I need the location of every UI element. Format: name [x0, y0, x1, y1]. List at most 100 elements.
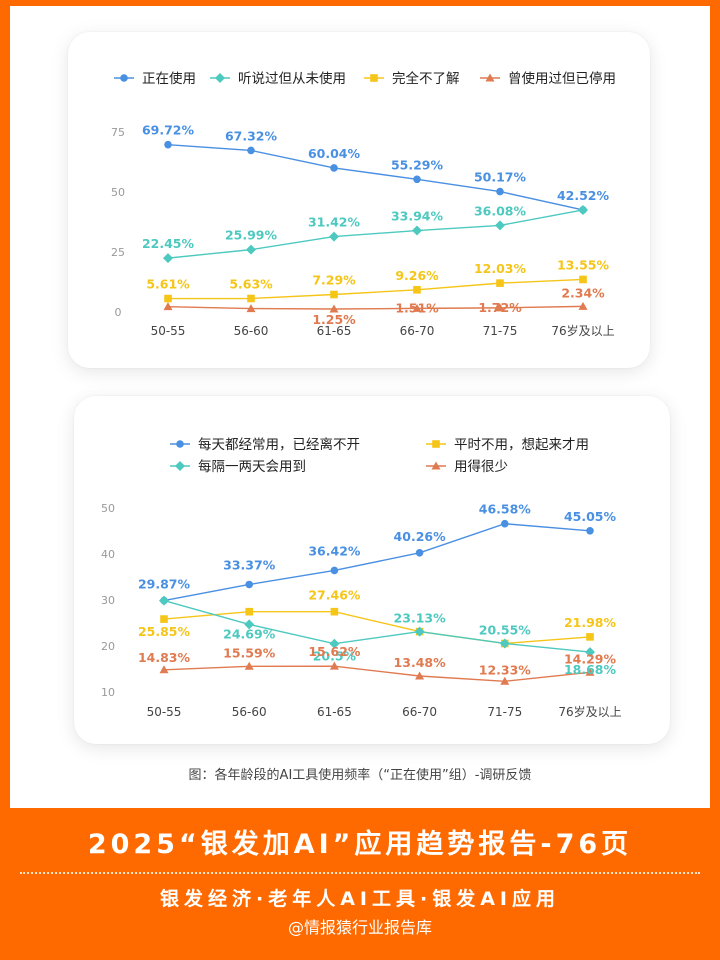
series-line — [163, 599, 591, 653]
y-tick-label: 50 — [111, 186, 125, 199]
data-point — [412, 303, 422, 312]
data-label: 27.46% — [308, 588, 361, 603]
data-point — [495, 220, 505, 231]
data-point — [329, 661, 339, 670]
data-point — [329, 638, 340, 649]
data-label: 18.68% — [564, 662, 617, 677]
series-line — [167, 305, 584, 310]
data-point — [412, 225, 422, 236]
legend-label: 正在使用 — [142, 70, 196, 87]
data-label: 42.52% — [557, 188, 610, 203]
data-point — [496, 279, 504, 287]
data-point — [499, 638, 510, 649]
data-label: 67.32% — [225, 128, 278, 143]
data-point — [329, 231, 339, 242]
chart-card-usage-frequency: 每天都经常用，已经离不开 平时不用，想起来才用 每隔一两天会用到 用得很少 10 20 30… — [74, 396, 670, 744]
data-point — [245, 607, 253, 616]
data-label: 33.37% — [223, 557, 276, 572]
chart-card-usage-status: 正在使用 听说过但从未使用 完全不了解 曾使用过但已停用 0 25 50 75 50-55 56-… — [68, 32, 650, 368]
data-point — [246, 304, 256, 313]
series-line — [167, 278, 584, 300]
banner-divider — [20, 872, 700, 874]
data-point — [495, 303, 505, 312]
y-tick-label: 10 — [101, 686, 115, 699]
data-point — [247, 146, 255, 155]
legend-marker — [431, 461, 441, 470]
report-page: 正在使用 听说过但从未使用 完全不了解 曾使用过但已停用 0 25 50 75 50-55 56-… — [10, 6, 710, 808]
legend-marker — [215, 73, 225, 83]
data-point — [501, 519, 509, 528]
y-tick-label: 30 — [101, 594, 115, 607]
data-point — [164, 140, 172, 149]
data-point — [164, 294, 172, 303]
legend-label: 用得很少 — [454, 458, 508, 475]
y-tick-label: 0 — [115, 306, 122, 319]
x-tick-label: 61-65 — [317, 705, 352, 719]
data-point — [160, 615, 168, 623]
data-point — [244, 619, 255, 630]
legend-label: 每隔一两天会用到 — [198, 459, 306, 475]
x-tick-label: 50-55 — [147, 705, 182, 719]
data-label: 60.04% — [308, 146, 361, 161]
data-point — [585, 667, 595, 676]
data-point — [414, 626, 425, 637]
data-label: 24.69% — [223, 626, 276, 641]
data-point — [330, 290, 338, 299]
legend-marker — [176, 440, 184, 448]
data-label: 14.83% — [138, 650, 191, 665]
chart-usage-status: 正在使用 听说过但从未使用 完全不了解 曾使用过但已停用 0 25 50 75 50-55 56-… — [111, 70, 616, 338]
legend-label: 曾使用过但已停用 — [508, 70, 616, 87]
series-line — [167, 143, 584, 211]
data-label: 33.94% — [391, 209, 444, 224]
legend-marker — [370, 74, 378, 82]
data-label: 1.25% — [312, 312, 356, 327]
data-label: 20.55% — [479, 622, 532, 637]
y-tick-label: 50 — [101, 502, 115, 515]
data-label: 46.58% — [479, 502, 532, 517]
data-label: 55.29% — [391, 157, 444, 172]
y-tick-label: 25 — [111, 246, 125, 259]
data-label: 69.72% — [142, 123, 195, 138]
data-label: 45.05% — [564, 509, 617, 524]
figure-caption: 图：各年龄段的AI工具使用频率（“正在使用”组）-调研反馈 — [188, 768, 532, 783]
data-point — [413, 175, 421, 184]
y-tick-label: 20 — [101, 640, 115, 653]
data-point — [586, 526, 594, 535]
banner-subtitle: 银发经济·老年人AI工具·银发AI应用 — [160, 888, 560, 910]
data-point — [163, 302, 173, 311]
data-point — [329, 304, 339, 313]
x-tick-label: 56-60 — [234, 324, 269, 338]
data-label: 9.26% — [395, 268, 439, 283]
data-point — [578, 301, 588, 310]
banner-source: @情报猿行业报告库 — [287, 918, 432, 937]
data-point — [159, 595, 169, 606]
data-label: 7.29% — [312, 273, 356, 288]
legend-marker — [120, 74, 128, 82]
data-point — [585, 647, 595, 658]
legend-marker — [485, 73, 495, 82]
x-tick-label: 76岁及以上 — [551, 323, 614, 338]
data-label: 31.42% — [308, 215, 361, 230]
banner-title: 2025“银发加AI”应用趋势报告-76页 — [87, 829, 633, 860]
data-point — [246, 244, 256, 255]
data-label: 25.85% — [138, 624, 191, 639]
data-label: 23.13% — [394, 611, 447, 626]
data-label: 5.63% — [229, 276, 273, 291]
data-label: 29.87% — [138, 577, 191, 592]
data-label: 25.99% — [225, 228, 278, 243]
x-tick-label: 61-65 — [317, 324, 352, 338]
data-label: 21.98% — [564, 615, 617, 630]
x-tick-label: 71-75 — [483, 324, 518, 338]
data-label: 36.08% — [474, 203, 527, 218]
data-label: 1.72% — [478, 300, 522, 315]
data-point — [330, 164, 338, 172]
data-point — [415, 549, 424, 557]
data-point — [415, 671, 425, 680]
series-line — [163, 523, 591, 602]
legend-label: 平时不用，想起来才用 — [454, 437, 589, 453]
series-line — [167, 209, 584, 259]
legend-label: 完全不了解 — [392, 70, 460, 87]
data-label: 15.62% — [308, 644, 361, 659]
data-label: 13.55% — [557, 257, 610, 272]
